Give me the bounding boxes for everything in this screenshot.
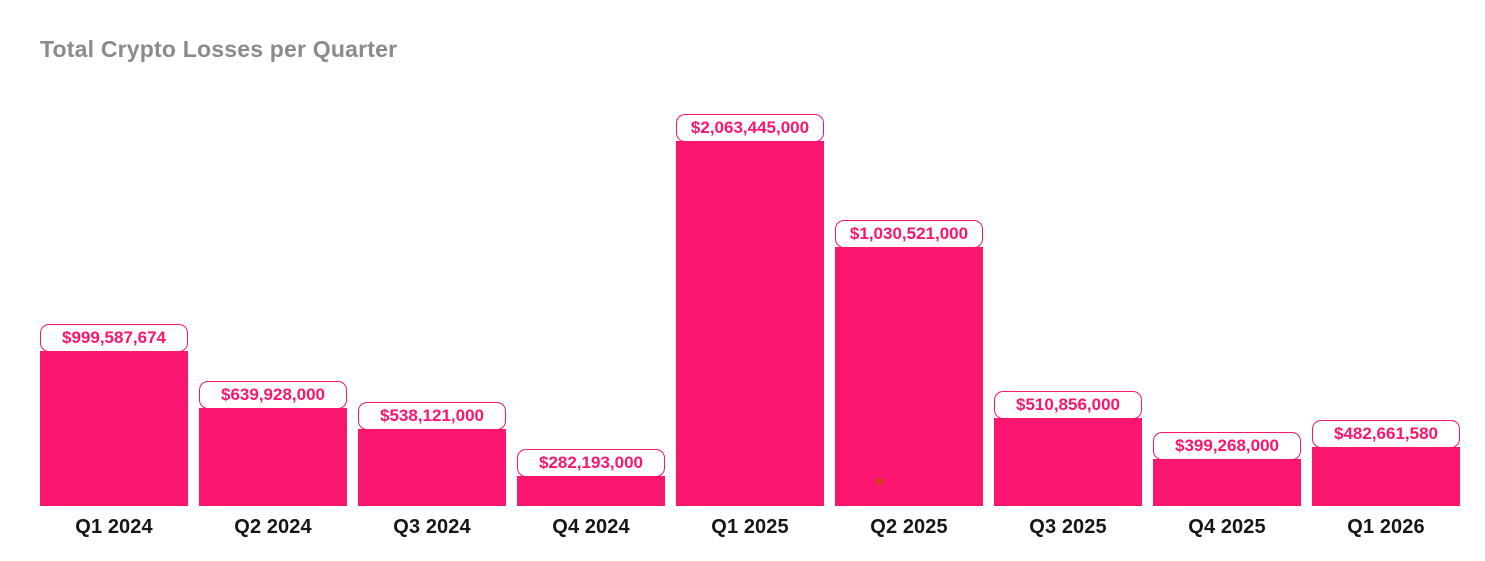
- bar-value-label: $538,121,000: [358, 402, 506, 430]
- bar: [517, 476, 665, 506]
- bar: [1312, 447, 1460, 506]
- bar: [835, 247, 983, 506]
- bar-chart: $999,587,674 Q1 2024 $639,928,000 Q2 202…: [40, 0, 1468, 561]
- x-axis-label: Q2 2024: [234, 516, 312, 538]
- bar: [358, 429, 506, 506]
- bar: [676, 141, 824, 506]
- x-axis-label: Q1 2024: [75, 516, 153, 538]
- x-axis-label: Q1 2025: [711, 516, 789, 538]
- bar-column: $999,587,674 Q1 2024: [40, 324, 188, 561]
- chart-title: Total Crypto Losses per Quarter: [40, 36, 398, 62]
- x-axis-label: Q4 2024: [552, 516, 630, 538]
- stray-dot: [876, 478, 883, 485]
- bar-column: $639,928,000 Q2 2024: [199, 381, 347, 561]
- bar: [994, 418, 1142, 506]
- x-axis-label: Q3 2024: [393, 516, 471, 538]
- bar-column: $399,268,000 Q4 2025: [1153, 432, 1301, 561]
- bar-value-label: $399,268,000: [1153, 432, 1301, 460]
- bar-column: $1,030,521,000 Q2 2025: [835, 220, 983, 561]
- bar-column: $482,661,580 Q1 2026: [1312, 420, 1460, 561]
- bar-column: $510,856,000 Q3 2025: [994, 391, 1142, 561]
- bar-value-label: $639,928,000: [199, 381, 347, 409]
- bar-value-label: $510,856,000: [994, 391, 1142, 419]
- bar-column: $282,193,000 Q4 2024: [517, 449, 665, 561]
- x-axis-label: Q1 2026: [1347, 516, 1425, 538]
- x-axis-label: Q3 2025: [1029, 516, 1107, 538]
- bar: [40, 351, 188, 506]
- x-axis-label: Q2 2025: [870, 516, 948, 538]
- x-axis-label: Q4 2025: [1188, 516, 1266, 538]
- bar-column: $538,121,000 Q3 2024: [358, 402, 506, 561]
- bar: [199, 408, 347, 506]
- bar-value-label: $1,030,521,000: [835, 220, 983, 248]
- bar-value-label: $282,193,000: [517, 449, 665, 477]
- bar-value-label: $2,063,445,000: [676, 114, 824, 142]
- bar-value-label: $482,661,580: [1312, 420, 1460, 448]
- bar-value-label: $999,587,674: [40, 324, 188, 352]
- bar-column: $2,063,445,000 Q1 2025: [676, 114, 824, 561]
- bar: [1153, 459, 1301, 506]
